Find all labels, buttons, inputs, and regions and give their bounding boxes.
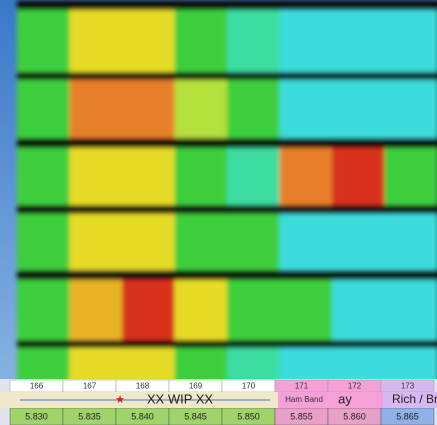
heat-cell bbox=[17, 348, 70, 382]
frequency-label: 5.830 bbox=[25, 411, 48, 421]
heat-cell bbox=[332, 280, 385, 340]
heat-cell bbox=[70, 80, 123, 138]
heat-cell bbox=[385, 348, 437, 382]
heat-cell bbox=[332, 148, 385, 205]
heat-cell bbox=[332, 80, 385, 138]
heat-cell bbox=[17, 214, 70, 270]
heat-cell bbox=[70, 214, 123, 270]
heat-cell bbox=[385, 10, 437, 72]
heat-cell bbox=[280, 280, 333, 340]
heat-cell bbox=[175, 214, 228, 270]
heat-cell bbox=[227, 10, 280, 72]
heat-cell bbox=[332, 214, 385, 270]
heat-cell bbox=[70, 348, 123, 382]
heat-cell bbox=[175, 10, 228, 72]
heat-cell bbox=[175, 348, 228, 382]
frequency-label: 5.860 bbox=[343, 411, 366, 421]
heat-cell bbox=[385, 214, 437, 270]
frequency-label: 5.840 bbox=[131, 411, 154, 421]
heat-cell bbox=[280, 80, 333, 138]
heat-cell bbox=[227, 348, 280, 382]
heat-cell bbox=[175, 80, 228, 138]
frequency-label: 5.850 bbox=[237, 411, 260, 421]
heat-cell bbox=[227, 148, 280, 205]
frequency-label: 5.845 bbox=[184, 411, 207, 421]
heat-cell bbox=[17, 280, 70, 340]
heat-cell bbox=[280, 10, 333, 72]
heat-cell bbox=[122, 280, 175, 340]
frequency-label: 5.835 bbox=[78, 411, 101, 421]
heat-cell bbox=[227, 280, 280, 340]
screenshot: 166 5.830 167 5.835 168 5.840 169 5.845 170 5.850… bbox=[0, 0, 437, 425]
heat-cell bbox=[280, 348, 333, 382]
column-number: 171 bbox=[295, 382, 309, 391]
column-number: 166 bbox=[30, 382, 44, 391]
heat-cell bbox=[70, 10, 123, 72]
heat-cell bbox=[17, 80, 70, 138]
heat-cell bbox=[175, 148, 228, 205]
page: {"table": { "columns": [166, 167, 168, 1… bbox=[0, 0, 437, 425]
heat-cell bbox=[122, 148, 175, 205]
column-number: 173 bbox=[401, 382, 415, 391]
column-number: 167 bbox=[83, 382, 97, 391]
column-number: 169 bbox=[189, 382, 203, 391]
band-label: Ham Band bbox=[285, 395, 323, 404]
band-label: XX WIP XX bbox=[147, 391, 214, 406]
column-number: 170 bbox=[242, 382, 256, 391]
frequency-label: 5.855 bbox=[290, 411, 313, 421]
column-number: 168 bbox=[136, 382, 150, 391]
heat-cell bbox=[385, 148, 437, 205]
heat-cell bbox=[280, 214, 333, 270]
column-number: 172 bbox=[348, 382, 362, 391]
band-label: Rich / Br bbox=[392, 392, 437, 406]
heat-cell bbox=[227, 80, 280, 138]
heat-cell bbox=[227, 214, 280, 270]
heatmap bbox=[17, 0, 437, 382]
heat-cell bbox=[280, 148, 333, 205]
heat-cell bbox=[70, 148, 123, 205]
heat-cell bbox=[385, 280, 437, 340]
band-label: ay bbox=[338, 391, 352, 406]
heat-cell bbox=[175, 280, 228, 340]
heat-cell bbox=[332, 348, 385, 382]
frequency-table: 166 5.830 167 5.835 168 5.840 169 5.845 170 5.850… bbox=[0, 379, 437, 425]
heat-cell bbox=[70, 280, 123, 340]
heat-cell bbox=[17, 148, 70, 205]
heat-cell bbox=[122, 10, 175, 72]
heat-cell bbox=[122, 214, 175, 270]
heat-cell bbox=[332, 10, 385, 72]
frequency-label: 5.865 bbox=[396, 411, 419, 421]
heat-cell bbox=[122, 348, 175, 382]
heat-cell bbox=[385, 80, 437, 138]
star-icon: ★ bbox=[115, 394, 125, 406]
heat-cell bbox=[17, 10, 70, 72]
heat-cell bbox=[122, 80, 175, 138]
